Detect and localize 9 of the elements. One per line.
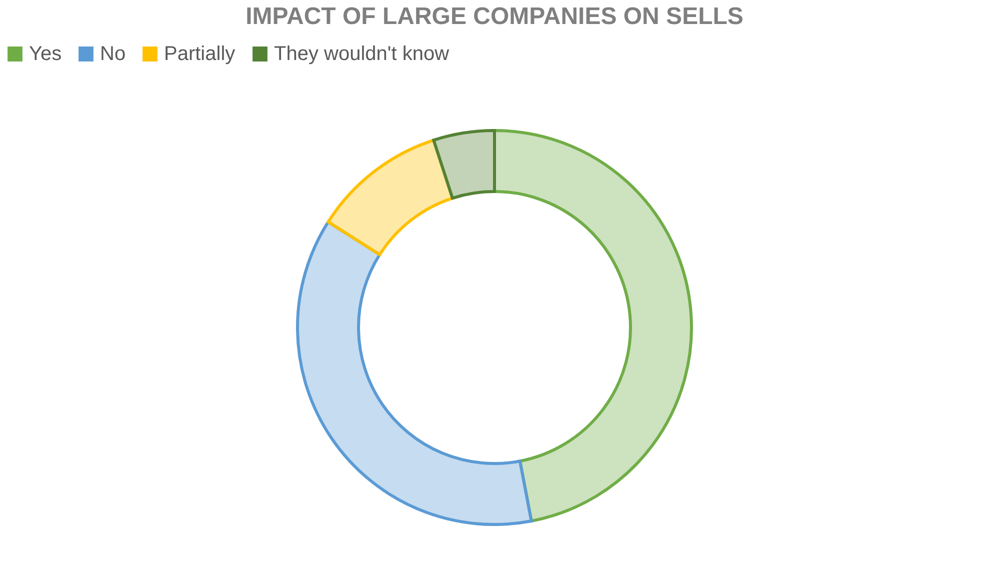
legend-label: No <box>100 43 126 65</box>
donut-slice <box>493 129 693 523</box>
chart-title: IMPACT OF LARGE COMPANIES ON SELLS <box>246 3 744 30</box>
donut-slice <box>432 129 496 200</box>
donut-slice <box>326 138 454 256</box>
donut-slice <box>296 220 533 526</box>
legend-label: They wouldn't know <box>274 43 450 65</box>
legend-label: Partially <box>164 43 236 65</box>
legend-label: Yes <box>29 43 62 65</box>
